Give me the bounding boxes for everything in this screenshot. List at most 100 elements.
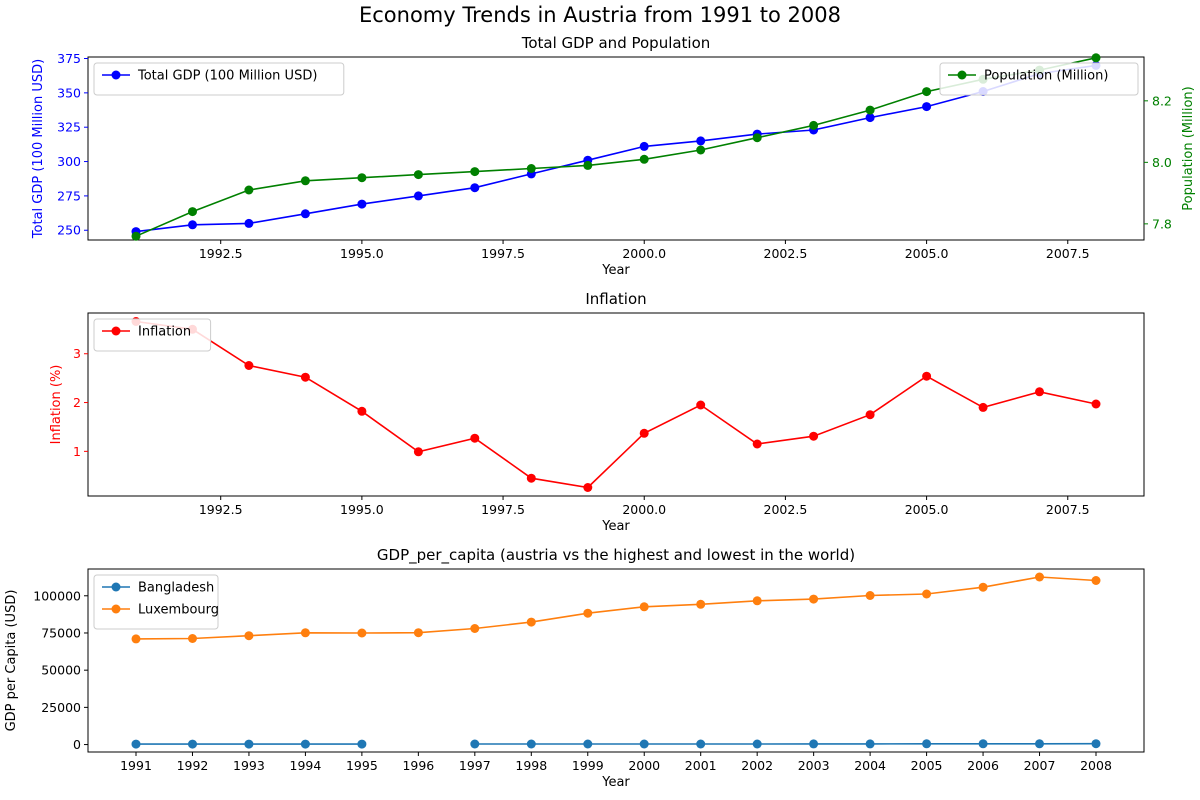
data-point — [470, 433, 480, 443]
legend-box — [939, 62, 1139, 96]
x-tick-label: 2000.0 — [622, 246, 666, 261]
data-point — [752, 739, 762, 749]
data-point — [526, 739, 536, 749]
x-tick-label: 2006 — [967, 758, 999, 773]
plot-frame — [87, 312, 1145, 497]
legend-swatch-marker — [111, 70, 121, 80]
data-point — [583, 608, 593, 618]
chart-panel-1: Total GDP and Population 1992.5 1995.0 1997… — [31, 34, 1196, 278]
data-point — [1091, 739, 1101, 749]
x-tick-label: 1992 — [177, 758, 209, 773]
data-point — [922, 739, 932, 749]
data-point — [244, 218, 254, 228]
legend-swatch-marker — [111, 604, 121, 614]
plot-frame — [87, 568, 1145, 753]
chart-panel-2: Inflation 1992.5 1995.0 1997.5 2000.0 2002.5 2… — [49, 290, 1145, 534]
data-point — [1035, 739, 1044, 749]
x-axis-label: Year — [601, 775, 630, 790]
subplot-title: GDP_per_capita (austria vs the highest a… — [377, 546, 855, 565]
series-line-2 — [135, 57, 1097, 237]
data-point — [809, 120, 819, 130]
x-tick-label: 1997.5 — [481, 502, 525, 517]
x-tick-label: 2002.5 — [764, 246, 808, 261]
data-point — [470, 624, 480, 633]
data-point — [583, 739, 593, 749]
y-axis-label: Total GDP (100 Million USD) — [31, 59, 46, 239]
legend-box — [93, 574, 219, 630]
y-tick-label: 350 — [57, 85, 81, 100]
y-right-tick-label: 8.2 — [1152, 93, 1172, 108]
legend-swatch-marker — [111, 582, 121, 592]
data-point — [300, 628, 310, 638]
data-point — [300, 176, 310, 186]
data-point — [696, 145, 706, 155]
figure-title: Economy Trends in Austria from 1991 to 2… — [359, 3, 841, 27]
data-point — [188, 634, 197, 643]
data-point — [809, 594, 819, 604]
x-tick-label: 2001 — [685, 758, 717, 773]
y-tick-label: 375 — [57, 51, 81, 66]
x-tick-label: 2005.0 — [905, 502, 949, 517]
data-point — [357, 173, 367, 183]
data-point — [809, 431, 819, 441]
subplot-title: Inflation — [585, 290, 646, 308]
y-axis-label: GDP per Capita (USD) — [4, 590, 19, 732]
data-point — [131, 634, 141, 644]
x-tick-label: 1996 — [402, 758, 434, 773]
data-point — [978, 739, 988, 749]
data-point — [188, 739, 197, 749]
data-point — [1091, 53, 1101, 63]
chart-panels: Total GDP and Population 1992.5 1995.0 1997… — [4, 34, 1196, 790]
data-point — [696, 136, 706, 146]
legend-left: Total GDP (100 Million USD) — [93, 62, 345, 96]
y-tick-label: 50000 — [41, 663, 81, 678]
x-tick-label: 2007 — [1024, 758, 1056, 773]
legend-left: Inflation — [93, 318, 212, 352]
data-point — [244, 739, 254, 749]
x-tick-label: 2000.0 — [622, 502, 666, 517]
data-point — [413, 170, 423, 180]
legend-swatch-marker — [111, 326, 121, 336]
data-point — [526, 617, 536, 627]
data-point — [300, 739, 310, 749]
legend-swatch-marker — [957, 70, 967, 80]
data-point — [244, 185, 254, 195]
y-right-axis-label: Population (Million) — [1181, 86, 1196, 210]
data-point — [639, 428, 649, 438]
legend-label: Total GDP (100 Million USD) — [137, 69, 317, 84]
legend-box — [93, 62, 345, 96]
x-tick-label: 2007.5 — [1046, 246, 1090, 261]
data-point — [752, 439, 762, 449]
legend-label: Bangladesh — [138, 581, 214, 596]
x-tick-label: 1998 — [515, 758, 547, 773]
data-point — [865, 739, 875, 749]
data-point — [131, 231, 141, 241]
legend-label: Luxembourg — [138, 603, 219, 618]
data-point — [188, 207, 197, 217]
x-tick-label: 1997.5 — [481, 246, 525, 261]
x-tick-label: 2008 — [1080, 758, 1112, 773]
data-point — [413, 628, 423, 638]
legend-label: Population (Million) — [984, 69, 1108, 84]
x-tick-label: 1992.5 — [199, 502, 243, 517]
x-tick-label: 2004 — [854, 758, 886, 773]
x-tick-label: 1995.0 — [340, 246, 384, 261]
data-point — [752, 133, 762, 143]
x-tick-label: 2003 — [798, 758, 830, 773]
series-line-1 — [135, 64, 1097, 233]
chart-panel-3: GDP_per_capita (austria vs the highest a… — [4, 546, 1145, 790]
x-axis-label: Year — [601, 519, 630, 534]
y-tick-label: 0 — [73, 737, 81, 752]
data-point — [865, 591, 875, 600]
data-point — [922, 102, 932, 112]
data-point — [639, 154, 649, 164]
data-point — [1091, 576, 1101, 585]
data-point — [413, 447, 423, 457]
data-point — [978, 582, 988, 592]
x-tick-label: 1993 — [233, 758, 265, 773]
x-tick-label: 2002 — [741, 758, 773, 773]
legend-left: Bangladesh Luxembourg — [93, 574, 219, 630]
data-point — [922, 371, 932, 381]
data-point — [470, 739, 480, 749]
